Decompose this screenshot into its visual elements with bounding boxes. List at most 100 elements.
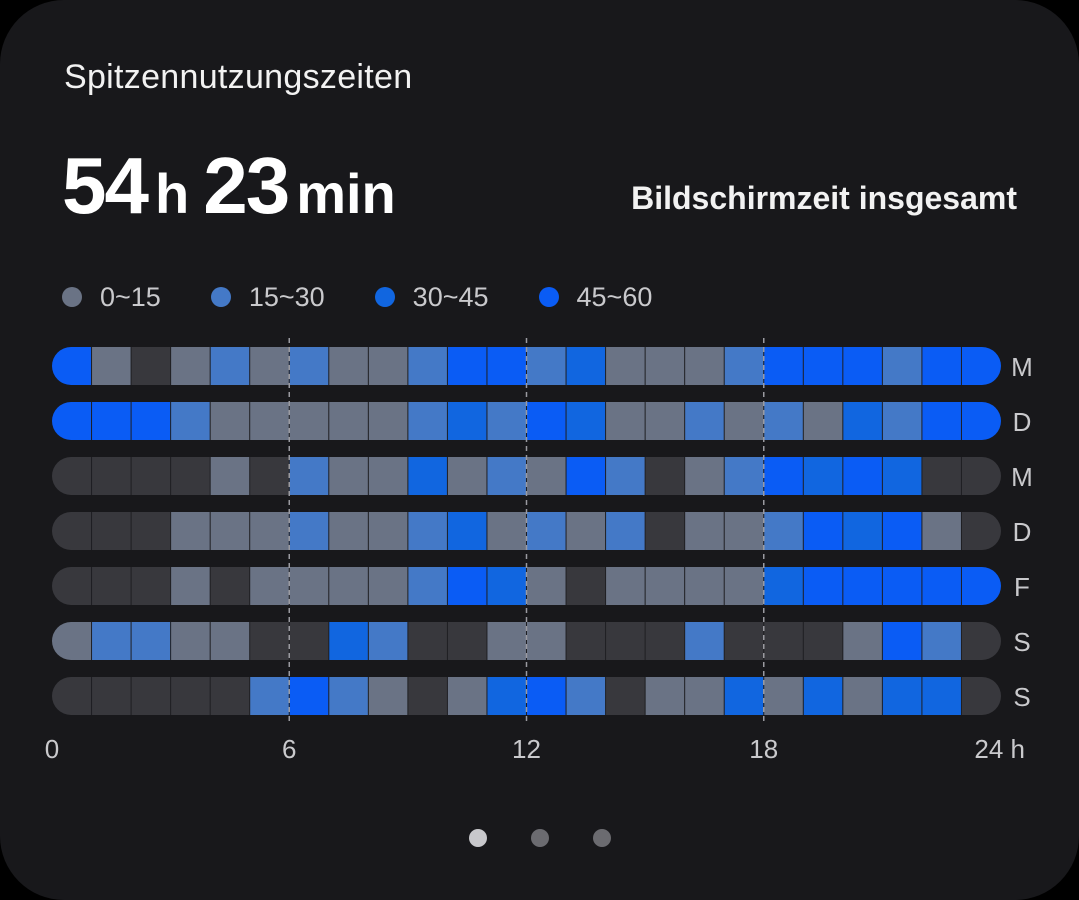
heatmap-cell xyxy=(368,512,409,550)
page-dot-1[interactable] xyxy=(468,829,487,847)
heatmap-cell xyxy=(882,402,923,440)
heatmap-cell xyxy=(368,347,409,385)
day-label: F xyxy=(1014,572,1030,602)
heatmap-cell xyxy=(210,622,251,660)
heatmap-cell xyxy=(407,457,448,495)
x-tick-label: 6 xyxy=(282,734,296,764)
heatmap-cell xyxy=(566,347,607,385)
heatmap-cell xyxy=(368,677,409,715)
heatmap-cell xyxy=(961,622,1001,660)
heatmap-cell xyxy=(368,567,409,605)
heatmap-cell xyxy=(803,567,844,605)
heatmap-cell xyxy=(289,512,330,550)
heatmap-cell xyxy=(170,677,211,715)
heatmap-cell xyxy=(91,622,132,660)
heatmap-cell xyxy=(763,457,804,495)
page-dot-2[interactable] xyxy=(530,829,549,847)
legend-dot-icon xyxy=(538,287,559,307)
heatmap-cell xyxy=(921,567,962,605)
heatmap-cell xyxy=(486,512,527,550)
heatmap-cell xyxy=(368,457,409,495)
heatmap-cell xyxy=(249,402,290,440)
heatmap-cell xyxy=(684,512,725,550)
heatmap-row xyxy=(52,677,1001,715)
legend-label: 0~15 xyxy=(100,281,161,312)
heatmap-cell xyxy=(961,347,1001,385)
heatmap-cell xyxy=(52,622,93,660)
heatmap-cell xyxy=(447,512,488,550)
heatmap-cell xyxy=(447,567,488,605)
page-dot-3[interactable] xyxy=(592,829,611,847)
heatmap-cell xyxy=(684,622,725,660)
heatmap-cell xyxy=(605,457,646,495)
heatmap-cell xyxy=(131,512,172,550)
heatmap-cell xyxy=(882,512,923,550)
heatmap-cell xyxy=(170,622,211,660)
heatmap-cell xyxy=(170,402,211,440)
heatmap-cell xyxy=(170,347,211,385)
total-screen-time-label: Bildschirmzeit insgesamt xyxy=(631,180,1017,216)
heatmap-cell xyxy=(52,677,93,715)
heatmap-row xyxy=(52,622,1001,660)
heatmap-cell xyxy=(131,347,172,385)
heatmap-cell xyxy=(566,402,607,440)
heatmap-cell xyxy=(605,402,646,440)
heatmap-cell xyxy=(447,677,488,715)
heatmap-cell xyxy=(921,402,962,440)
heatmap-cell xyxy=(882,677,923,715)
day-label: S xyxy=(1013,627,1030,657)
heatmap-cell xyxy=(131,457,172,495)
heatmap-cell xyxy=(407,677,448,715)
heatmap-cell xyxy=(526,677,567,715)
heatmap-cell xyxy=(842,347,883,385)
x-tick-label: 12 xyxy=(512,734,541,764)
heatmap-cell xyxy=(724,567,765,605)
heatmap-cell xyxy=(486,347,527,385)
heatmap-cell xyxy=(210,677,251,715)
heatmap-cell xyxy=(328,402,369,440)
heatmap-cell xyxy=(842,677,883,715)
heatmap-cell xyxy=(289,622,330,660)
heatmap-cell xyxy=(803,512,844,550)
heatmap-cell xyxy=(566,457,607,495)
total-minutes: 23 xyxy=(203,141,290,230)
heatmap-cell xyxy=(763,512,804,550)
heatmap-cell xyxy=(289,567,330,605)
legend-label: 45~60 xyxy=(576,281,653,312)
heatmap-cell xyxy=(645,512,686,550)
page-indicator xyxy=(0,829,1079,847)
legend-dot-icon xyxy=(210,287,231,307)
heatmap-cell xyxy=(842,512,883,550)
heatmap-cell xyxy=(526,567,567,605)
heatmap-cell xyxy=(328,457,369,495)
heatmap-cell xyxy=(842,567,883,605)
heatmap-cell xyxy=(131,402,172,440)
heatmap-cell xyxy=(486,457,527,495)
heatmap-cell xyxy=(763,567,804,605)
heatmap-cell xyxy=(842,457,883,495)
heatmap-cell xyxy=(170,567,211,605)
heatmap-cell xyxy=(921,457,962,495)
heatmap-cell xyxy=(170,512,211,550)
heatmap-cell xyxy=(645,677,686,715)
heatmap-cell xyxy=(961,512,1001,550)
heatmap-cell xyxy=(684,567,725,605)
heatmap-cell xyxy=(566,567,607,605)
heatmap-cell xyxy=(52,457,93,495)
heatmap-cell xyxy=(486,402,527,440)
heatmap-cell xyxy=(645,457,686,495)
legend-dot-icon xyxy=(374,287,395,307)
heatmap-cell xyxy=(526,512,567,550)
heatmap-cell xyxy=(684,402,725,440)
heatmap-cell xyxy=(526,457,567,495)
heatmap-cell xyxy=(763,677,804,715)
heatmap-cell xyxy=(724,512,765,550)
heatmap-cell xyxy=(842,402,883,440)
heatmap-cell xyxy=(882,622,923,660)
heatmap-cell xyxy=(210,402,251,440)
legend-item-45-60: 45~60 xyxy=(538,281,653,313)
day-label: S xyxy=(1013,682,1030,712)
heatmap-cell xyxy=(407,347,448,385)
heatmap-cell xyxy=(170,457,211,495)
heatmap-cell xyxy=(803,347,844,385)
